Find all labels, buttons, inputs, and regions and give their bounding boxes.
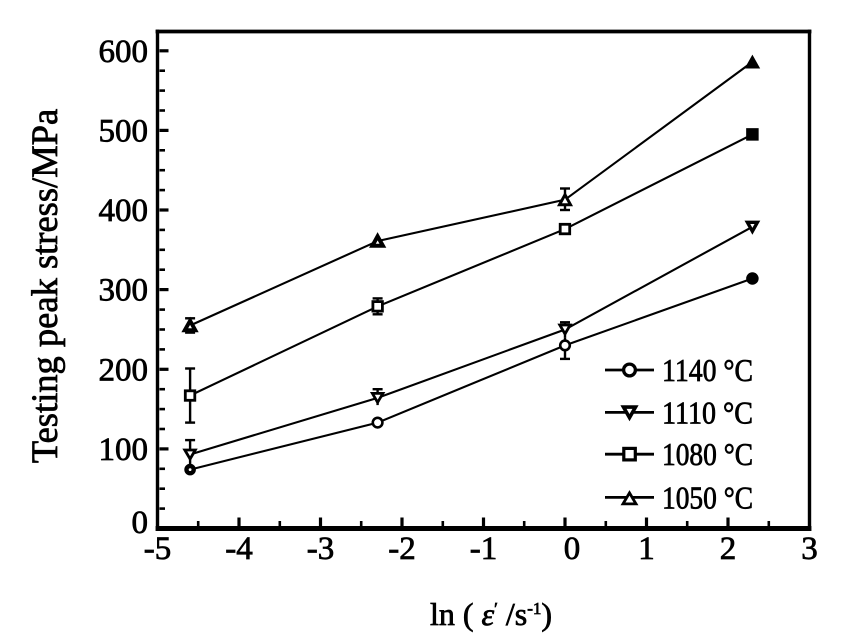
svg-text:1050 °C: 1050 °C — [662, 479, 753, 515]
svg-text:1140 °C: 1140 °C — [662, 352, 753, 388]
svg-text:1080 °C: 1080 °C — [662, 436, 753, 472]
svg-text:-5: -5 — [144, 531, 172, 567]
svg-text:-1: -1 — [470, 531, 498, 567]
svg-text:Testing peak stress/MPa: Testing peak stress/MPa — [24, 109, 65, 463]
svg-text:0: 0 — [132, 505, 149, 541]
svg-text:100: 100 — [99, 432, 149, 468]
svg-text:2: 2 — [720, 531, 737, 567]
svg-text:600: 600 — [99, 34, 149, 70]
svg-text:0: 0 — [564, 531, 581, 567]
svg-text:-2: -2 — [388, 531, 416, 567]
svg-text:300: 300 — [99, 273, 149, 309]
svg-text:200: 200 — [99, 352, 149, 388]
svg-text:1: 1 — [638, 531, 655, 567]
svg-text:-3: -3 — [307, 531, 335, 567]
svg-text:400: 400 — [99, 193, 149, 229]
svg-text:1110 °C: 1110 °C — [662, 394, 753, 430]
svg-text:-4: -4 — [225, 531, 253, 567]
svg-text:500: 500 — [99, 113, 149, 149]
svg-text:3: 3 — [801, 531, 818, 567]
